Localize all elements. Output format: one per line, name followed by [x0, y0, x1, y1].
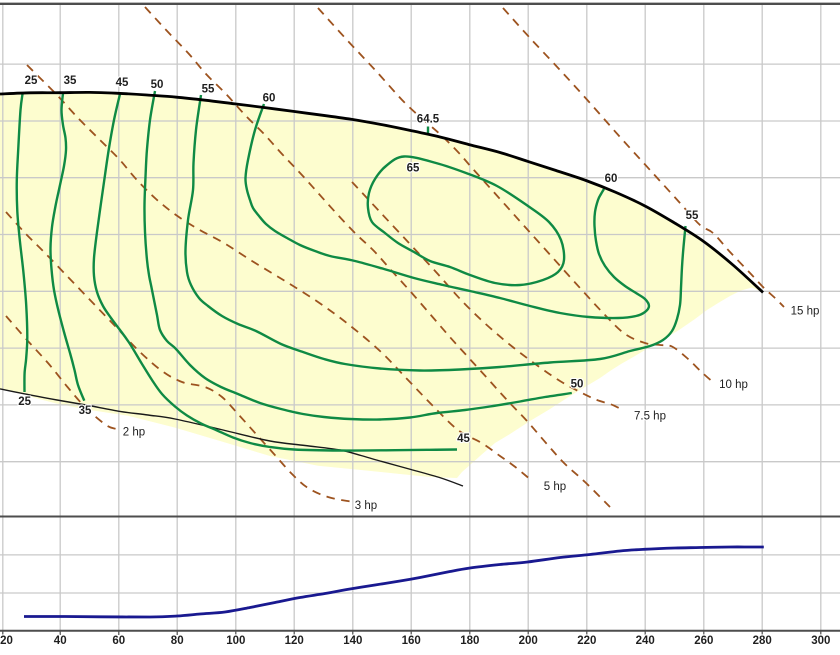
svg-text:220: 220 [577, 635, 596, 647]
svg-text:60: 60 [112, 635, 125, 647]
svg-text:25: 25 [25, 75, 38, 87]
svg-text:50: 50 [571, 379, 584, 391]
svg-text:40: 40 [54, 635, 67, 647]
svg-text:60: 60 [605, 173, 618, 185]
svg-text:5 hp: 5 hp [544, 481, 566, 493]
svg-text:120: 120 [285, 635, 304, 647]
svg-text:35: 35 [79, 405, 92, 417]
svg-text:100: 100 [226, 635, 245, 647]
svg-text:7.5 hp: 7.5 hp [634, 411, 666, 423]
svg-text:50: 50 [151, 79, 164, 91]
svg-text:64.5: 64.5 [417, 114, 440, 126]
svg-text:55: 55 [202, 84, 215, 96]
svg-text:3 hp: 3 hp [355, 500, 377, 512]
svg-text:140: 140 [343, 635, 362, 647]
svg-text:160: 160 [402, 635, 421, 647]
svg-text:200: 200 [519, 635, 538, 647]
svg-text:280: 280 [753, 635, 772, 647]
svg-text:260: 260 [694, 635, 713, 647]
svg-text:300: 300 [811, 635, 830, 647]
svg-text:60: 60 [263, 93, 276, 105]
svg-text:45: 45 [457, 433, 470, 445]
svg-text:2 hp: 2 hp [123, 427, 145, 439]
svg-text:45: 45 [116, 77, 129, 89]
svg-text:35: 35 [64, 75, 77, 87]
svg-text:55: 55 [686, 210, 699, 222]
svg-text:80: 80 [171, 635, 184, 647]
svg-text:10 hp: 10 hp [719, 379, 748, 391]
svg-text:25: 25 [18, 396, 31, 408]
svg-text:240: 240 [636, 635, 655, 647]
svg-text:15 hp: 15 hp [791, 306, 820, 318]
svg-text:65: 65 [407, 163, 420, 175]
svg-text:20: 20 [0, 635, 13, 647]
svg-text:180: 180 [460, 635, 479, 647]
